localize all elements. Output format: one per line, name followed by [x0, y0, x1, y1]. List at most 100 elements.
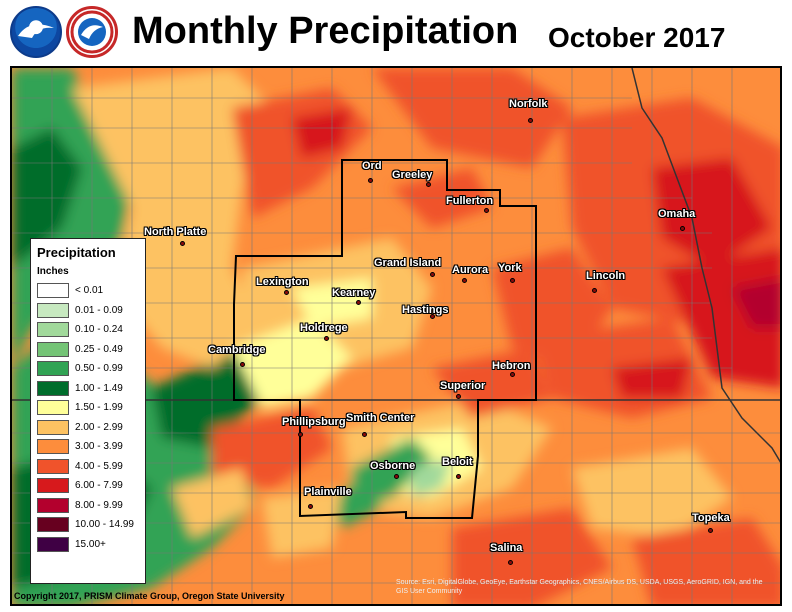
legend-item: 3.00 - 3.99: [37, 437, 139, 457]
legend-title: Precipitation: [37, 245, 116, 260]
legend-label: 10.00 - 14.99: [75, 519, 134, 531]
legend-swatch: [37, 458, 69, 474]
legend-item: 0.25 - 0.49: [37, 340, 139, 360]
city-label-superior: Superior: [440, 380, 486, 392]
legend-label: 8.00 - 9.99: [75, 499, 123, 511]
city-label-osborne: Osborne: [370, 460, 416, 472]
city-label-salina: Salina: [490, 542, 523, 554]
city-label-plainville: Plainville: [304, 486, 352, 498]
city-label-aurora: Aurora: [452, 264, 489, 276]
city-label-north-platte: North Platte: [144, 226, 207, 238]
legend-label: 4.00 - 5.99: [75, 460, 123, 472]
city-marker-icon: [394, 474, 399, 479]
legend-swatch: [37, 478, 69, 494]
city-marker-icon: [680, 226, 685, 231]
city-label-york: York: [498, 262, 522, 274]
legend-label: 0.01 - 0.09: [75, 304, 123, 316]
legend-item: 6.00 - 7.99: [37, 476, 139, 496]
city-label-greeley: Greeley: [392, 169, 433, 181]
legend-item: 10.00 - 14.99: [37, 515, 139, 535]
legend-label: 0.10 - 0.24: [75, 324, 123, 336]
city-marker-icon: [510, 278, 515, 283]
legend-swatch: [37, 400, 69, 416]
legend-item: 0.01 - 0.09: [37, 301, 139, 321]
city-label-cambridge: Cambridge: [208, 344, 266, 356]
legend-swatch: [37, 497, 69, 513]
city-label-omaha: Omaha: [658, 208, 696, 220]
page-subtitle: October 2017: [548, 22, 726, 53]
legend-swatch: [37, 536, 69, 552]
city-label-hebron: Hebron: [492, 360, 531, 372]
city-marker-icon: [708, 528, 713, 533]
noaa-bird-icon: [18, 24, 54, 38]
header: Monthly Precipitation October 2017: [0, 0, 792, 66]
city-marker-icon: [462, 278, 467, 283]
city-marker-icon: [508, 560, 513, 565]
legend-unit: Inches: [37, 266, 69, 277]
legend-label: < 0.01: [75, 285, 104, 297]
legend-swatch: [37, 302, 69, 318]
city-label-lincoln: Lincoln: [586, 270, 626, 282]
legend-swatch: [37, 283, 69, 299]
source-attribution: Source: Esri, DigitalGlobe, GeoEye, Eart…: [396, 579, 763, 595]
legend-label: 6.00 - 7.99: [75, 480, 123, 492]
legend-item: 1.00 - 1.49: [37, 379, 139, 399]
legend-label: 0.50 - 0.99: [75, 363, 123, 375]
legend-item: 2.00 - 2.99: [37, 418, 139, 438]
legend-item: 4.00 - 5.99: [37, 457, 139, 477]
legend-label: 1.50 - 1.99: [75, 402, 123, 414]
legend-label: 15.00+: [75, 538, 106, 550]
legend-item: < 0.01: [37, 281, 139, 301]
city-marker-icon: [456, 474, 461, 479]
legend-label: 0.25 - 0.49: [75, 343, 123, 355]
legend-swatch: [37, 439, 69, 455]
nws-emblem-icon: [70, 10, 114, 54]
legend-swatch: [37, 517, 69, 533]
city-marker-icon: [362, 432, 367, 437]
legend-item: 0.10 - 0.24: [37, 320, 139, 340]
city-label-ord: Ord: [362, 160, 382, 172]
city-marker-icon: [308, 504, 313, 509]
legend-swatch: [37, 419, 69, 435]
city-marker-icon: [510, 372, 515, 377]
legend: Precipitation Inches < 0.01 0.01 - 0.09 0.…: [30, 238, 146, 584]
city-label-hastings: Hastings: [402, 304, 449, 316]
city-label-beloit: Beloit: [442, 456, 473, 468]
city-label-phillipsburg: Phillipsburg: [282, 416, 346, 428]
legend-item: 0.50 - 0.99: [37, 359, 139, 379]
city-marker-icon: [298, 432, 303, 437]
city-label-fullerton: Fullerton: [446, 195, 494, 207]
city-label-norfolk: Norfolk: [509, 98, 548, 110]
city-label-topeka: Topeka: [692, 512, 730, 524]
city-marker-icon: [368, 178, 373, 183]
city-marker-icon: [528, 118, 533, 123]
legend-item: 8.00 - 9.99: [37, 496, 139, 516]
legend-swatch: [37, 341, 69, 357]
legend-label: 1.00 - 1.49: [75, 382, 123, 394]
legend-items: < 0.01 0.01 - 0.09 0.10 - 0.24 0.25 - 0.49 0…: [37, 281, 139, 554]
copyright-text: Copyright 2017, PRISM Climate Group, Ore…: [14, 591, 285, 601]
legend-swatch: [37, 361, 69, 377]
city-marker-icon: [426, 182, 431, 187]
forecast-area-outline: [233, 159, 537, 519]
city-marker-icon: [240, 362, 245, 367]
noaa-logo: [10, 6, 62, 58]
city-marker-icon: [324, 336, 329, 341]
city-marker-icon: [284, 290, 289, 295]
legend-label: 2.00 - 2.99: [75, 421, 123, 433]
city-marker-icon: [456, 394, 461, 399]
city-marker-icon: [180, 241, 185, 246]
city-label-kearney: Kearney: [332, 287, 376, 299]
legend-label: 3.00 - 3.99: [75, 441, 123, 453]
city-marker-icon: [484, 208, 489, 213]
city-label-holdrege: Holdrege: [300, 322, 348, 334]
city-label-lexington: Lexington: [256, 276, 309, 288]
legend-swatch: [37, 322, 69, 338]
page-title: Monthly Precipitation: [132, 10, 519, 52]
legend-item: 1.50 - 1.99: [37, 398, 139, 418]
city-marker-icon: [356, 300, 361, 305]
city-marker-icon: [592, 288, 597, 293]
city-label-grand-island: Grand Island: [374, 257, 442, 269]
city-marker-icon: [430, 314, 435, 319]
river-border: [631, 68, 780, 463]
